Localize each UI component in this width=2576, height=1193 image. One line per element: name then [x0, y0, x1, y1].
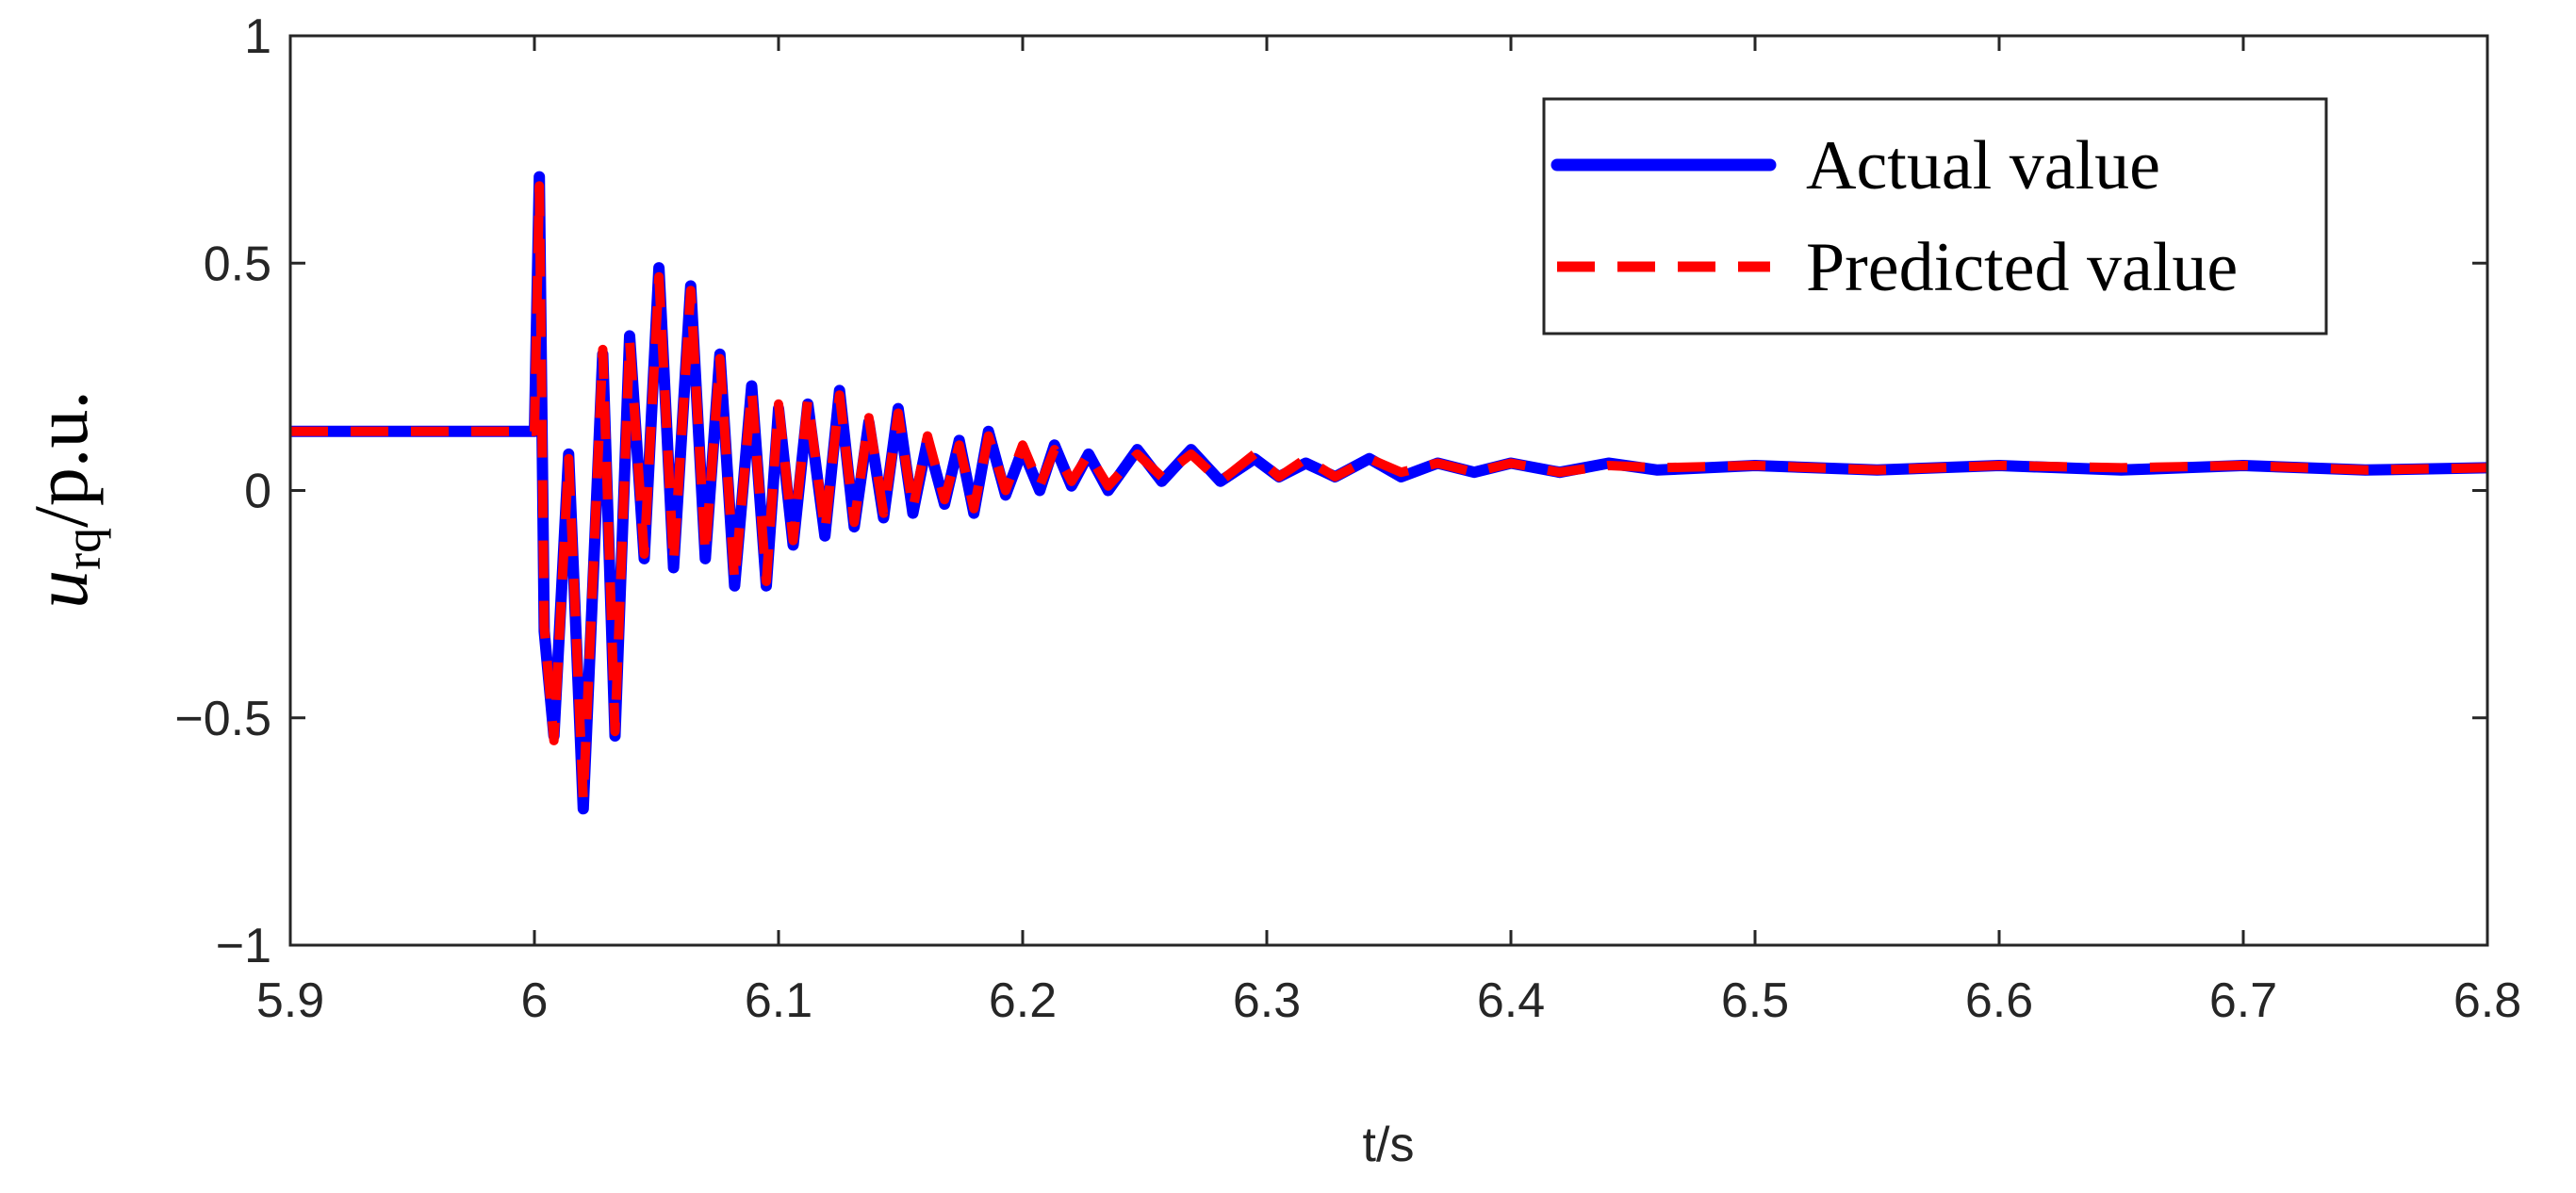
y-tick-label: −1 — [216, 919, 271, 973]
y-axis-label: urq/p.u. — [18, 390, 111, 609]
x-tick-label: 6.2 — [989, 973, 1057, 1028]
legend-label: Actual value — [1806, 127, 2160, 204]
x-tick-label: 6.6 — [1965, 973, 2033, 1028]
x-tick-label: 6.5 — [1721, 973, 1789, 1028]
x-tick-label: 6.7 — [2209, 973, 2277, 1028]
x-tick-label: 6 — [521, 973, 549, 1028]
x-tick-label: 6.4 — [1477, 973, 1545, 1028]
x-tick-label: 6.1 — [745, 973, 812, 1028]
y-tick-label: 1 — [244, 9, 271, 64]
legend: Actual value Predicted value — [1542, 97, 2328, 335]
legend-label: Predicted value — [1806, 229, 2238, 306]
y-tick-label: −0.5 — [174, 692, 271, 746]
x-tick-label: 6.3 — [1233, 973, 1301, 1028]
legend-box — [1542, 97, 2328, 335]
y-tick-label: 0.5 — [204, 237, 271, 291]
y-label-unit: /p.u. — [18, 390, 104, 528]
y-label-base: u — [18, 570, 104, 609]
y-tick-label: 0 — [244, 465, 271, 519]
series-line — [290, 181, 2488, 805]
x-tick-label: 6.8 — [2453, 973, 2521, 1028]
x-axis-label: t/s — [1363, 1118, 1415, 1172]
y-label-sub: rq — [55, 528, 111, 570]
x-tick-label: 5.9 — [256, 973, 324, 1028]
